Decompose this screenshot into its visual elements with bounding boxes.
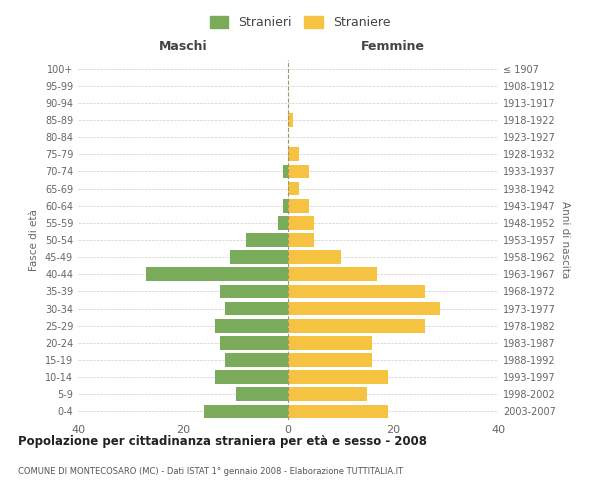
Bar xyxy=(288,182,299,196)
Bar xyxy=(288,113,293,127)
Bar xyxy=(215,370,288,384)
Bar xyxy=(288,284,425,298)
Bar xyxy=(288,302,440,316)
Bar xyxy=(288,388,367,401)
Bar xyxy=(246,233,288,247)
Y-axis label: Anni di nascita: Anni di nascita xyxy=(560,202,569,278)
Bar xyxy=(288,319,425,332)
Bar xyxy=(288,216,314,230)
Bar xyxy=(288,250,341,264)
Bar xyxy=(288,233,314,247)
Text: Maschi: Maschi xyxy=(158,40,208,53)
Bar xyxy=(225,353,288,367)
Bar xyxy=(220,336,288,349)
Bar xyxy=(288,353,372,367)
Bar xyxy=(288,268,377,281)
Text: COMUNE DI MONTECOSARO (MC) - Dati ISTAT 1° gennaio 2008 - Elaborazione TUTTITALI: COMUNE DI MONTECOSARO (MC) - Dati ISTAT … xyxy=(18,468,403,476)
Bar xyxy=(146,268,288,281)
Bar xyxy=(277,216,288,230)
Text: Femmine: Femmine xyxy=(361,40,425,53)
Bar xyxy=(230,250,288,264)
Bar xyxy=(204,404,288,418)
Bar xyxy=(225,302,288,316)
Bar xyxy=(288,148,299,161)
Bar xyxy=(288,199,309,212)
Bar xyxy=(215,319,288,332)
Bar xyxy=(220,284,288,298)
Bar xyxy=(288,336,372,349)
Bar xyxy=(235,388,288,401)
Bar xyxy=(283,199,288,212)
Y-axis label: Fasce di età: Fasce di età xyxy=(29,209,39,271)
Bar xyxy=(283,164,288,178)
Text: Popolazione per cittadinanza straniera per età e sesso - 2008: Popolazione per cittadinanza straniera p… xyxy=(18,435,427,448)
Legend: Stranieri, Straniere: Stranieri, Straniere xyxy=(205,11,395,34)
Bar xyxy=(288,404,388,418)
Bar xyxy=(288,164,309,178)
Bar xyxy=(288,370,388,384)
